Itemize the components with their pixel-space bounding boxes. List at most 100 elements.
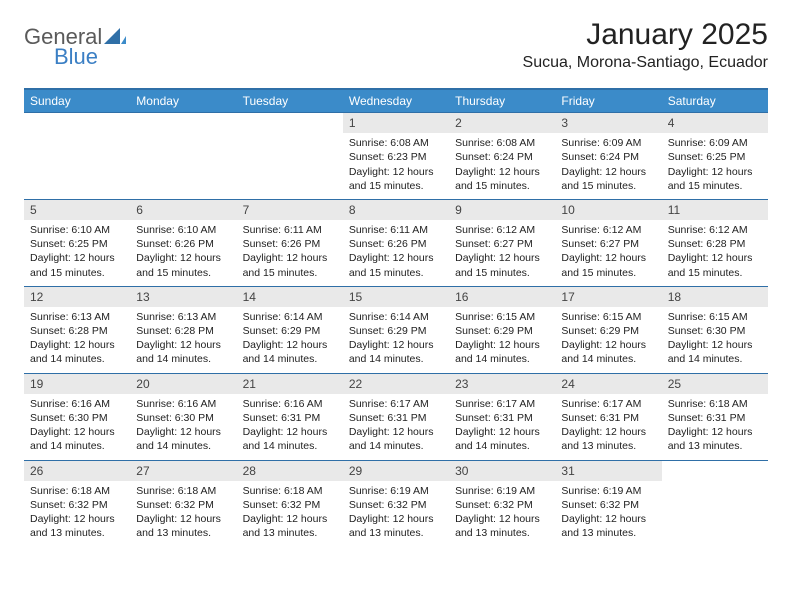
day-cell: 23Sunrise: 6:17 AMSunset: 6:31 PMDayligh… (449, 374, 555, 460)
title-block: January 2025 Sucua, Morona-Santiago, Ecu… (523, 18, 768, 72)
day-content: Sunrise: 6:14 AMSunset: 6:29 PMDaylight:… (343, 307, 449, 373)
day-number: 21 (237, 374, 343, 394)
sunrise-text: Sunrise: 6:12 AM (455, 223, 549, 237)
day-number-empty (130, 113, 236, 133)
day-content: Sunrise: 6:16 AMSunset: 6:30 PMDaylight:… (130, 394, 236, 460)
day-number: 15 (343, 287, 449, 307)
sunrise-text: Sunrise: 6:08 AM (455, 136, 549, 150)
sunrise-text: Sunrise: 6:11 AM (243, 223, 337, 237)
day-number: 20 (130, 374, 236, 394)
day-number: 25 (662, 374, 768, 394)
sunrise-text: Sunrise: 6:15 AM (668, 310, 762, 324)
daylight-text: Daylight: 12 hours and 14 minutes. (349, 425, 443, 453)
day-content: Sunrise: 6:11 AMSunset: 6:26 PMDaylight:… (343, 220, 449, 286)
sunset-text: Sunset: 6:32 PM (561, 498, 655, 512)
sunset-text: Sunset: 6:26 PM (136, 237, 230, 251)
sunrise-text: Sunrise: 6:19 AM (561, 484, 655, 498)
sunrise-text: Sunrise: 6:16 AM (136, 397, 230, 411)
location-subtitle: Sucua, Morona-Santiago, Ecuador (523, 54, 768, 72)
day-cell (662, 461, 768, 547)
day-number: 4 (662, 113, 768, 133)
day-number: 10 (555, 200, 661, 220)
day-number: 29 (343, 461, 449, 481)
calendar-page: General Blue January 2025 Sucua, Morona-… (0, 0, 792, 564)
day-cell: 4Sunrise: 6:09 AMSunset: 6:25 PMDaylight… (662, 113, 768, 199)
day-number: 11 (662, 200, 768, 220)
day-cell: 31 Sunrise: 6:19 AMSunset: 6:32 PMDayligh… (555, 461, 661, 547)
day-content: Sunrise: 6:19 AMSunset: 6:32 PMDaylight:… (449, 481, 555, 547)
daylight-text: Daylight: 12 hours and 13 minutes. (136, 512, 230, 540)
day-content: Sunrise: 6:12 AMSunset: 6:28 PMDaylight:… (662, 220, 768, 286)
sunrise-text: Sunrise: 6:12 AM (561, 223, 655, 237)
day-number: 3 (555, 113, 661, 133)
day-of-week-cell: Friday (555, 90, 661, 112)
day-cell: 9Sunrise: 6:12 AMSunset: 6:27 PMDaylight… (449, 200, 555, 286)
day-number: 14 (237, 287, 343, 307)
day-cell: 1Sunrise: 6:08 AMSunset: 6:23 PMDaylight… (343, 113, 449, 199)
day-cell: 25Sunrise: 6:18 AMSunset: 6:31 PMDayligh… (662, 374, 768, 460)
weeks-container: 1Sunrise: 6:08 AMSunset: 6:23 PMDaylight… (24, 112, 768, 546)
day-content: Sunrise: 6:11 AMSunset: 6:26 PMDaylight:… (237, 220, 343, 286)
day-content: Sunrise: 6:18 AMSunset: 6:32 PMDaylight:… (130, 481, 236, 547)
sunset-text: Sunset: 6:24 PM (561, 150, 655, 164)
sunset-text: Sunset: 6:28 PM (136, 324, 230, 338)
day-content: Sunrise: 6:16 AMSunset: 6:30 PMDaylight:… (24, 394, 130, 460)
day-cell (130, 113, 236, 199)
day-cell (237, 113, 343, 199)
day-cell: 13Sunrise: 6:13 AMSunset: 6:28 PMDayligh… (130, 287, 236, 373)
day-cell: 20Sunrise: 6:16 AMSunset: 6:30 PMDayligh… (130, 374, 236, 460)
day-content: Sunrise: 6:13 AMSunset: 6:28 PMDaylight:… (24, 307, 130, 373)
daylight-text: Daylight: 12 hours and 14 minutes. (349, 338, 443, 366)
day-cell: 10Sunrise: 6:12 AMSunset: 6:27 PMDayligh… (555, 200, 661, 286)
day-cell: 15Sunrise: 6:14 AMSunset: 6:29 PMDayligh… (343, 287, 449, 373)
calendar-grid: SundayMondayTuesdayWednesdayThursdayFrid… (24, 88, 768, 546)
day-of-week-cell: Monday (130, 90, 236, 112)
sunrise-text: Sunrise: 6:11 AM (349, 223, 443, 237)
day-number: 18 (662, 287, 768, 307)
day-number: 26 (24, 461, 130, 481)
day-of-week-cell: Sunday (24, 90, 130, 112)
sunrise-text: Sunrise: 6:12 AM (668, 223, 762, 237)
day-content: Sunrise: 6:15 AMSunset: 6:29 PMDaylight:… (449, 307, 555, 373)
sunset-text: Sunset: 6:32 PM (455, 498, 549, 512)
day-number: 30 (449, 461, 555, 481)
day-cell: 24Sunrise: 6:17 AMSunset: 6:31 PMDayligh… (555, 374, 661, 460)
sunset-text: Sunset: 6:30 PM (30, 411, 124, 425)
sunrise-text: Sunrise: 6:19 AM (349, 484, 443, 498)
month-title: January 2025 (523, 18, 768, 52)
day-of-week-header: SundayMondayTuesdayWednesdayThursdayFrid… (24, 90, 768, 112)
daylight-text: Daylight: 12 hours and 13 minutes. (243, 512, 337, 540)
week-row: 19Sunrise: 6:16 AMSunset: 6:30 PMDayligh… (24, 373, 768, 460)
week-row: 12Sunrise: 6:13 AMSunset: 6:28 PMDayligh… (24, 286, 768, 373)
sunset-text: Sunset: 6:30 PM (136, 411, 230, 425)
day-number: 19 (24, 374, 130, 394)
day-number: 12 (24, 287, 130, 307)
day-content: Sunrise: 6:14 AMSunset: 6:29 PMDaylight:… (237, 307, 343, 373)
page-header: General Blue January 2025 Sucua, Morona-… (24, 18, 768, 76)
sunset-text: Sunset: 6:25 PM (668, 150, 762, 164)
sunrise-text: Sunrise: 6:09 AM (561, 136, 655, 150)
daylight-text: Daylight: 12 hours and 15 minutes. (668, 251, 762, 279)
day-content: Sunrise: 6:10 AMSunset: 6:25 PMDaylight:… (24, 220, 130, 286)
sunrise-text: Sunrise: 6:18 AM (243, 484, 337, 498)
sunset-text: Sunset: 6:30 PM (668, 324, 762, 338)
day-number: 16 (449, 287, 555, 307)
daylight-text: Daylight: 12 hours and 14 minutes. (455, 425, 549, 453)
day-content: Sunrise: 6:12 AMSunset: 6:27 PMDaylight:… (555, 220, 661, 286)
daylight-text: Daylight: 12 hours and 13 minutes. (561, 512, 655, 540)
day-cell: 22Sunrise: 6:17 AMSunset: 6:31 PMDayligh… (343, 374, 449, 460)
day-cell: 30Sunrise: 6:19 AMSunset: 6:32 PMDayligh… (449, 461, 555, 547)
daylight-text: Daylight: 12 hours and 13 minutes. (668, 425, 762, 453)
day-of-week-cell: Thursday (449, 90, 555, 112)
sunrise-text: Sunrise: 6:15 AM (561, 310, 655, 324)
day-cell: 6Sunrise: 6:10 AMSunset: 6:26 PMDaylight… (130, 200, 236, 286)
sunset-text: Sunset: 6:25 PM (30, 237, 124, 251)
sunset-text: Sunset: 6:31 PM (349, 411, 443, 425)
day-number: 17 (555, 287, 661, 307)
daylight-text: Daylight: 12 hours and 13 minutes. (349, 512, 443, 540)
sunrise-text: Sunrise: 6:18 AM (136, 484, 230, 498)
sunrise-text: Sunrise: 6:18 AM (30, 484, 124, 498)
day-cell: 17Sunrise: 6:15 AMSunset: 6:29 PMDayligh… (555, 287, 661, 373)
day-content: Sunrise: 6:10 AMSunset: 6:26 PMDaylight:… (130, 220, 236, 286)
day-number: 31 (555, 461, 661, 481)
